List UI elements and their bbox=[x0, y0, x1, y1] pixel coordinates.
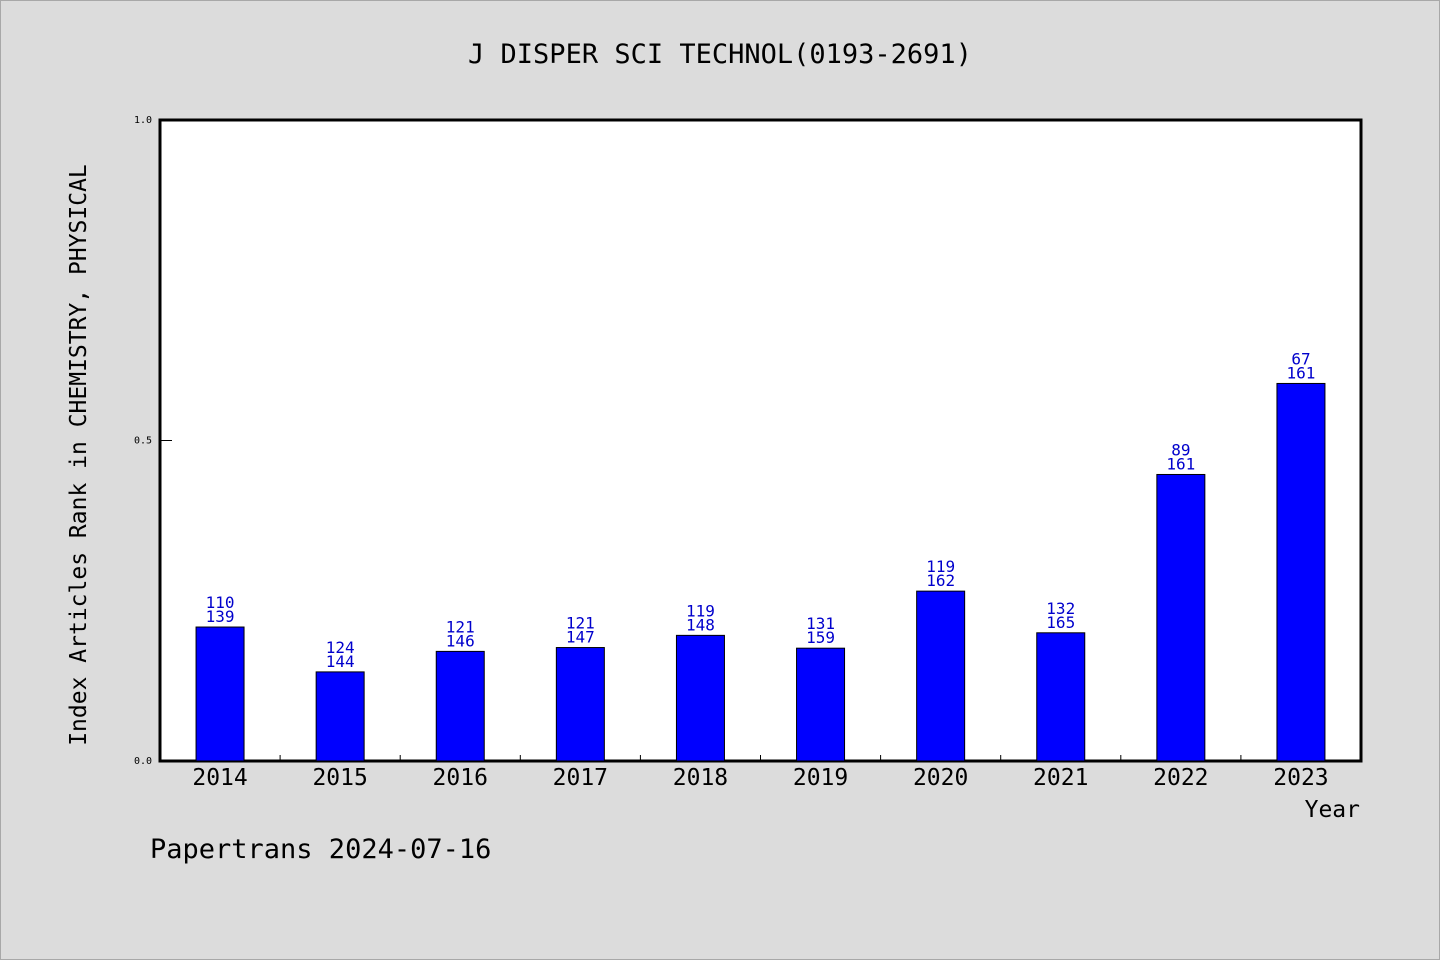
data-label-total: 159 bbox=[806, 628, 835, 647]
data-label-rank: 121 bbox=[566, 614, 595, 633]
data-label-rank: 119 bbox=[926, 557, 955, 576]
bar bbox=[916, 590, 966, 762]
data-label-rank: 121 bbox=[446, 617, 475, 636]
bar bbox=[315, 671, 365, 762]
y-tick-label: 0.0 bbox=[134, 756, 152, 767]
bar bbox=[675, 634, 725, 762]
data-label-rank: 131 bbox=[806, 614, 835, 633]
data-label-rank: 119 bbox=[686, 601, 715, 620]
x-tick-label: 2016 bbox=[433, 765, 488, 791]
data-label-total: 146 bbox=[446, 631, 475, 650]
data-label-rank: 67 bbox=[1291, 349, 1310, 368]
x-tick-label: 2015 bbox=[312, 765, 367, 791]
data-label-total: 144 bbox=[326, 652, 355, 671]
x-tick-label: 2021 bbox=[1033, 765, 1088, 791]
x-tick-label: 2014 bbox=[192, 765, 247, 791]
bar bbox=[195, 626, 245, 762]
data-label-total: 139 bbox=[206, 607, 235, 626]
data-label-rank: 132 bbox=[1046, 599, 1075, 618]
data-label-total: 148 bbox=[686, 615, 715, 634]
data-label-total: 161 bbox=[1286, 363, 1315, 382]
data-label-total: 147 bbox=[566, 628, 595, 647]
footer-text: Papertrans 2024-07-16 bbox=[150, 834, 492, 865]
bar bbox=[796, 647, 846, 762]
x-tick-label: 2019 bbox=[793, 765, 848, 791]
x-tick-label: 2017 bbox=[553, 765, 608, 791]
bar bbox=[1276, 382, 1326, 762]
y-tick-label: 1.0 bbox=[134, 115, 152, 126]
bar bbox=[1036, 632, 1086, 762]
y-axis-label: Index Articles Rank in CHEMISTRY, PHYSIC… bbox=[66, 164, 92, 746]
bars bbox=[195, 382, 1326, 762]
bar bbox=[435, 650, 485, 762]
bar bbox=[1156, 473, 1206, 762]
data-label-rank: 124 bbox=[326, 638, 355, 657]
x-tick-label: 2022 bbox=[1153, 765, 1208, 791]
data-label-total: 165 bbox=[1046, 613, 1075, 632]
data-label-total: 162 bbox=[926, 571, 955, 590]
data-label-total: 161 bbox=[1166, 454, 1195, 473]
y-axis: 0.0 0.5 1.0 bbox=[134, 115, 172, 767]
data-label-rank: 89 bbox=[1171, 440, 1190, 459]
bar bbox=[555, 647, 605, 762]
x-tick-label: 2020 bbox=[913, 765, 968, 791]
chart-title: J DISPER SCI TECHNOL(0193-2691) bbox=[468, 39, 972, 70]
x-tick-label: 2018 bbox=[673, 765, 728, 791]
x-axis-label: Year bbox=[1305, 797, 1360, 823]
x-tick-label: 2023 bbox=[1273, 765, 1328, 791]
x-axis: 2014 2015 2016 2017 2018 2019 2020 2021 2022 2023 bbox=[192, 755, 1329, 791]
y-tick-label: 0.5 bbox=[134, 436, 152, 447]
data-label-rank: 110 bbox=[206, 593, 235, 612]
